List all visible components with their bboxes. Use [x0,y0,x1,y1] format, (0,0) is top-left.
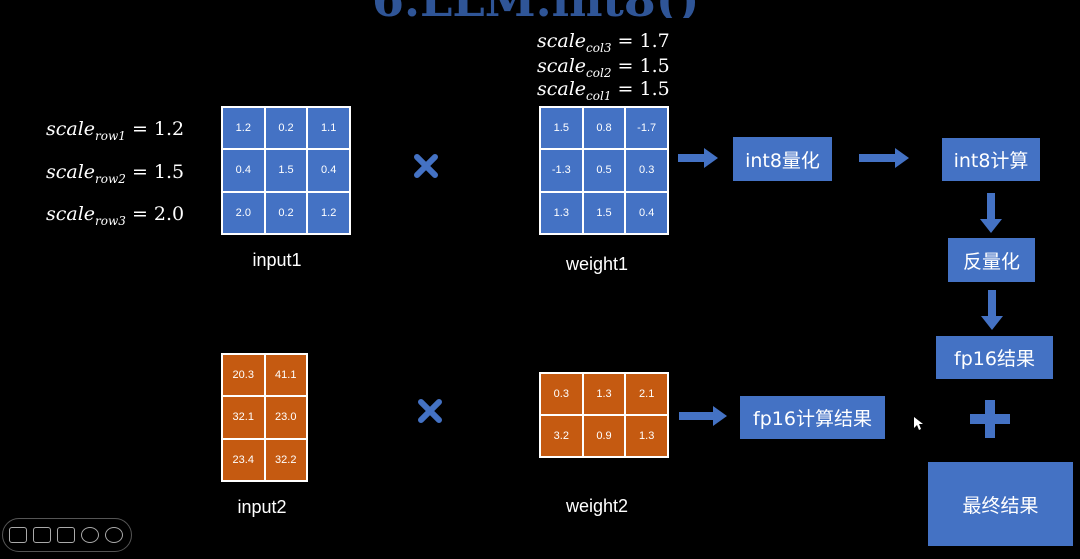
matrix-cell: 2.1 [625,373,668,415]
matrix-cell: 0.4 [307,149,350,192]
matrix-cell: 32.2 [264,438,307,481]
row-scale-1: scalerow1 = 1.2 [46,118,185,143]
matrix-cell: 2.0 [222,191,265,234]
row-scale-2: scalerow2 = 1.5 [46,161,185,186]
matrix-cell: -1.7 [625,107,668,150]
grid-icon[interactable] [33,527,51,543]
plus-icon [970,400,1010,438]
matrix-cell: 20.3 [222,354,265,397]
arrow-right-icon [678,148,718,168]
input2-matrix: 20.3 41.1 32.1 23.0 23.4 32.2 [221,353,308,482]
matrix-cell: 0.3 [540,373,583,415]
floating-toolbar[interactable] [2,518,132,552]
matrix-cell: 1.5 [582,191,626,234]
input2-label: input2 [237,497,287,517]
input1-matrix: 1.2 0.2 1.1 0.4 1.5 0.4 2.0 0.2 1.2 [221,106,351,235]
matrix-cell: 23.0 [264,396,307,439]
pen-icon[interactable] [9,527,27,543]
matrix-cell: 0.3 [625,149,668,192]
arrow-right-icon [859,148,909,168]
multiply-icon [417,398,443,424]
matrix-cell: 1.3 [582,373,626,415]
matrix-cell: 1.2 [222,107,265,150]
col-scale-2: scalecol2 = 1.5 [537,55,670,80]
matrix-cell: 23.4 [222,438,265,481]
col-scale-1: scalecol1 = 1.5 [537,78,670,103]
more-icon[interactable] [81,527,99,543]
int8-quant-box: int8量化 [733,137,832,181]
matrix-cell: 0.2 [264,191,308,234]
int8-compute-box: int8计算 [942,138,1040,181]
matrix-cell: 1.1 [307,107,350,150]
arrow-down-icon [981,290,1003,330]
matrix-cell: 1.3 [625,415,668,457]
matrix-cell: 0.9 [582,415,626,457]
matrix-cell: 1.5 [540,107,583,150]
weight2-matrix: 0.3 1.3 2.1 3.2 0.9 1.3 [539,372,669,458]
matrix-cell: 0.5 [582,149,626,192]
page-title: 6.LLM.int8() [372,0,712,18]
weight1-matrix: 1.5 0.8 -1.7 -1.3 0.5 0.3 1.3 1.5 0.4 [539,106,669,235]
weight1-label: weight1 [565,254,629,274]
fp16-result-box: fp16结果 [936,336,1053,379]
cursor-icon [914,416,924,430]
matrix-cell: -1.3 [540,149,583,192]
col-scale-3: scalecol3 = 1.7 [537,30,670,55]
weight2-label: weight2 [565,496,629,516]
arrow-down-icon [980,193,1002,233]
matrix-cell: 1.3 [540,191,583,234]
matrix-cell: 0.4 [625,191,668,234]
matrix-cell: 0.2 [264,107,308,150]
final-result-box: 最终结果 [928,462,1073,546]
dequant-box: 反量化 [948,238,1035,282]
input1-label: input1 [252,250,302,270]
matrix-cell: 1.2 [307,191,350,234]
fp16-compute-result-box: fp16计算结果 [740,396,885,439]
matrix-cell: 32.1 [222,396,265,439]
matrix-cell: 1.5 [264,149,308,192]
screen-icon[interactable] [57,527,75,543]
row-scale-3: scalerow3 = 2.0 [46,203,185,228]
matrix-cell: 0.4 [222,149,265,192]
multiply-icon [413,153,439,179]
matrix-cell: 0.8 [582,107,626,150]
back-icon[interactable] [105,527,123,543]
arrow-right-icon [679,406,727,426]
matrix-cell: 3.2 [540,415,583,457]
matrix-cell: 41.1 [264,354,307,397]
